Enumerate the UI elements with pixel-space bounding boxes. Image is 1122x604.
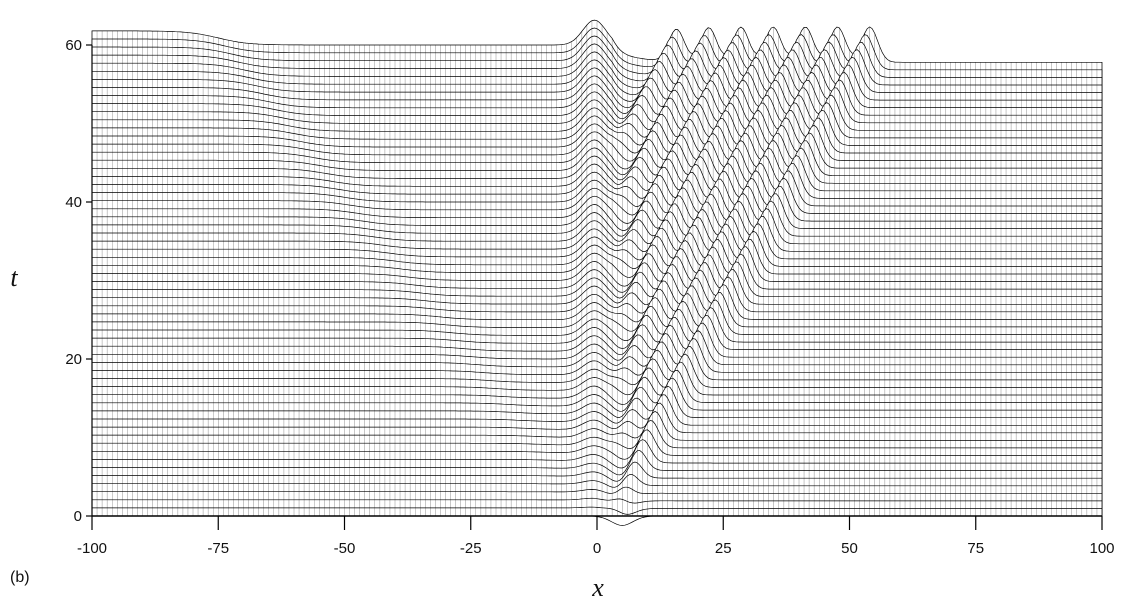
x-axis-title: x (591, 573, 604, 602)
x-tick-label: 100 (1089, 540, 1114, 557)
x-tick-label: -25 (460, 540, 482, 557)
plot-area (91, 19, 1103, 526)
x-tick-label: 50 (841, 540, 858, 557)
y-tick-label: 40 (65, 194, 82, 211)
y-tick-label: 60 (65, 37, 82, 54)
axes: -100 -75 -50 -25 0 25 50 75 100 0 20 40 60 (65, 37, 1114, 557)
y-ticks: 0 20 40 60 (65, 37, 92, 525)
y-axis-title: t (10, 263, 18, 292)
x-tick-label: -75 (207, 540, 229, 557)
x-tick-label: 25 (715, 540, 732, 557)
x-tick-label: 0 (593, 540, 601, 557)
y-tick-label: 20 (65, 351, 82, 368)
x-ticks: -100 -75 -50 -25 0 25 50 75 100 (77, 516, 1115, 557)
x-tick-label: -100 (77, 540, 107, 557)
x-tick-label: -50 (334, 540, 356, 557)
y-tick-label: 0 (74, 508, 82, 525)
x-tick-label: 75 (967, 540, 984, 557)
panel-label: (b) (10, 569, 30, 586)
